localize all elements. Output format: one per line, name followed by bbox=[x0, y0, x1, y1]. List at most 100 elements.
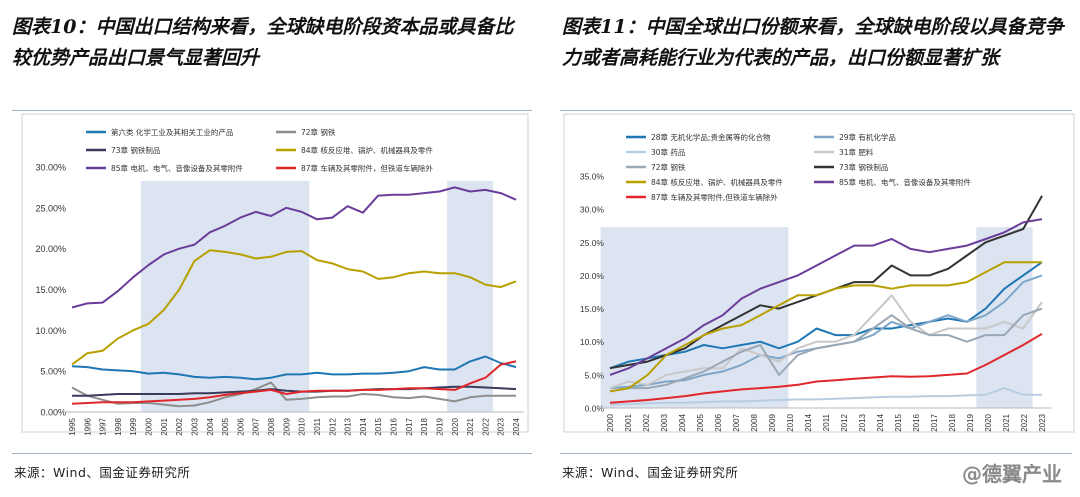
x-tick-label: 1999 bbox=[129, 417, 138, 435]
series-line bbox=[609, 218, 1043, 376]
y-tick-label: 15.0% bbox=[580, 304, 605, 314]
x-tick-label: 2002 bbox=[175, 417, 184, 435]
series-line bbox=[72, 385, 517, 397]
x-tick-label: 2014 bbox=[359, 417, 368, 435]
x-tick-label: 2006 bbox=[714, 413, 723, 431]
source-note-11: 来源：Wind、国金证券研究所 bbox=[562, 465, 739, 480]
y-tick-label: 30.0% bbox=[580, 205, 605, 215]
x-tick-label: 2003 bbox=[660, 413, 669, 431]
legend-label: 72章 钢铁 bbox=[301, 127, 336, 137]
x-tick-label: 2001 bbox=[160, 417, 169, 435]
x-tick-label: 2013 bbox=[344, 417, 353, 435]
x-tick-label: 2020 bbox=[984, 413, 993, 431]
y-tick-label: 20.00% bbox=[35, 244, 66, 254]
x-tick-label: 2009 bbox=[768, 413, 777, 431]
y-tick-label: 10.0% bbox=[580, 337, 605, 347]
x-tick-label: 2022 bbox=[481, 417, 490, 435]
shaded-period bbox=[976, 227, 1033, 408]
y-tick-label: 35.0% bbox=[580, 172, 605, 182]
x-tick-label: 2003 bbox=[190, 417, 199, 435]
chart-title-11: 图表11：中国全球出口份额来看，全球缺电阶段以具备竞争力或者高耗能行业为代表的产… bbox=[562, 16, 1064, 69]
x-tick-label: 2018 bbox=[948, 413, 957, 431]
y-tick-label: 5.00% bbox=[40, 367, 66, 377]
series-line bbox=[71, 381, 516, 408]
x-tick-label: 2005 bbox=[221, 417, 230, 435]
x-tick-label: 2002 bbox=[642, 413, 651, 431]
x-tick-label: 2015 bbox=[374, 417, 383, 435]
y-tick-label: 20.0% bbox=[580, 271, 605, 281]
y-tick-label: 15.00% bbox=[35, 285, 66, 295]
x-tick-label: 1996 bbox=[83, 417, 92, 435]
legend-label: 28章 无机化学品;贵金属等的化合物 bbox=[651, 132, 771, 142]
x-tick-label: 2016 bbox=[912, 413, 921, 431]
series-line bbox=[609, 294, 1043, 390]
series-line bbox=[609, 387, 1042, 406]
x-tick-label: 2019 bbox=[966, 413, 975, 431]
x-tick-label: 2019 bbox=[435, 417, 444, 435]
x-tick-label: 2001 bbox=[624, 413, 633, 431]
divider-top bbox=[12, 110, 532, 111]
x-tick-label: 2011 bbox=[313, 417, 322, 435]
series-line bbox=[609, 261, 1042, 393]
legend-label: 第六类 化学工业及其相关工业的产品 bbox=[111, 127, 233, 137]
legend-label: 85章 电机、电气、音像设备及其零附件 bbox=[111, 163, 243, 173]
divider-top bbox=[560, 110, 1072, 111]
x-tick-label: 2021 bbox=[466, 417, 475, 435]
x-tick-label: 2010 bbox=[786, 413, 795, 431]
chart-title-10: 图表10：中国出口结构来看，全球缺电阶段资本品或具备比较优势产品出口景气显著回升 bbox=[12, 16, 514, 69]
x-tick-label: 2004 bbox=[678, 413, 687, 431]
x-tick-label: 2000 bbox=[145, 417, 154, 435]
chart-panel-11: 图表11：中国全球出口份额来看，全球缺电阶段以具备竞争力或者高耗能行业为代表的产… bbox=[548, 0, 1080, 497]
x-tick-label: 2020 bbox=[451, 417, 460, 435]
x-tick-label: 2016 bbox=[390, 417, 399, 435]
legend-label: 87章 车辆及其零附件,但铁道车辆除外 bbox=[651, 192, 778, 202]
y-tick-label: 5.0% bbox=[585, 370, 605, 380]
x-tick-label: 2012 bbox=[840, 413, 849, 431]
x-tick-label: 2004 bbox=[206, 417, 215, 435]
x-tick-label: 2012 bbox=[328, 417, 337, 435]
y-tick-label: 25.00% bbox=[35, 203, 66, 213]
x-tick-label: 2017 bbox=[405, 417, 414, 435]
series-line bbox=[609, 307, 1043, 393]
x-tick-label: 2015 bbox=[894, 413, 903, 431]
legend-label: 84章 核反应堆、锅炉、机械器具及零件 bbox=[651, 177, 783, 187]
x-tick-label: 1995 bbox=[68, 417, 77, 435]
y-tick-label: 0.00% bbox=[40, 408, 66, 418]
series-line bbox=[609, 261, 1043, 370]
divider-bottom bbox=[560, 453, 1072, 454]
x-tick-label: 2010 bbox=[298, 417, 307, 435]
x-tick-label: 2013 bbox=[858, 413, 867, 431]
x-tick-label: 1998 bbox=[114, 417, 123, 435]
y-tick-label: 0.0% bbox=[585, 404, 605, 414]
x-tick-label: 2022 bbox=[1020, 413, 1029, 431]
x-tick-label: 2000 bbox=[606, 413, 615, 431]
x-tick-label: 2007 bbox=[252, 417, 261, 435]
x-tick-label: 2014 bbox=[804, 413, 813, 431]
y-tick-label: 30.00% bbox=[35, 163, 66, 173]
legend-label: 30章 药品 bbox=[651, 147, 685, 157]
source-note-10: 来源：Wind、国金证券研究所 bbox=[14, 465, 191, 480]
x-tick-label: 2023 bbox=[1038, 413, 1047, 431]
chart-11: 0.0% 5.0% 10.0% 15.0% 20.0% 25.0% 30.0% 35.0% 20… bbox=[563, 113, 1075, 433]
x-tick-label: 2007 bbox=[732, 413, 741, 431]
series-line bbox=[71, 355, 517, 381]
y-tick-label: 25.0% bbox=[580, 238, 605, 248]
y-tick-label: 10.00% bbox=[35, 326, 66, 336]
series-line bbox=[609, 332, 1043, 404]
x-tick-label: 1997 bbox=[99, 417, 108, 435]
legend-label: 85章 电机、电气、音像设备及其零附件 bbox=[839, 177, 971, 187]
legend-label: 73章 钢铁制品 bbox=[839, 162, 888, 172]
legend-label: 73章 钢铁制品 bbox=[111, 145, 160, 155]
legend-label: 87章 车辆及其零附件，但铁道车辆除外 bbox=[301, 163, 433, 173]
series-line bbox=[71, 249, 517, 366]
x-tick-label: 2008 bbox=[750, 413, 759, 431]
chart-panel-10: 图表10：中国出口结构来看，全球缺电阶段资本品或具备比较优势产品出口景气显著回升… bbox=[12, 16, 532, 480]
x-tick-label: 2024 bbox=[512, 417, 521, 435]
legend-label: 72章 钢铁 bbox=[651, 162, 686, 172]
legend-label: 84章 核反应堆、锅炉、机械器具及零件 bbox=[301, 145, 433, 155]
x-tick-label: 2023 bbox=[497, 417, 506, 435]
x-tick-label: 2017 bbox=[930, 413, 939, 431]
legend-label: 31章 肥料 bbox=[839, 147, 874, 157]
x-tick-label: 2011 bbox=[822, 413, 831, 431]
x-tick-label: 2014 bbox=[876, 413, 885, 431]
